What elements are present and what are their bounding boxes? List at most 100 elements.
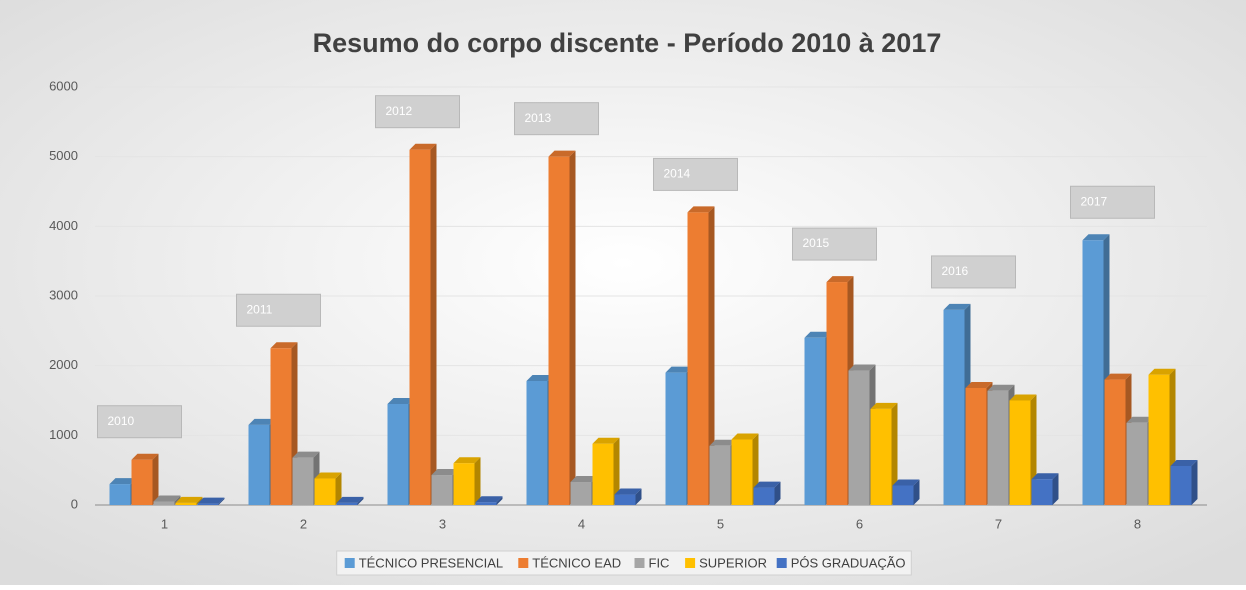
bar-top: [153, 495, 181, 502]
x-tick-label: 5: [717, 516, 724, 531]
bar: [965, 387, 987, 505]
bar-side: [613, 437, 620, 505]
bar-top: [848, 364, 876, 371]
bar-top: [314, 472, 342, 479]
annotation: 2014: [664, 167, 691, 181]
x-tick-label: 6: [856, 516, 863, 531]
bar-top: [1031, 473, 1059, 480]
bar-side: [196, 496, 203, 505]
annotation-box: [514, 102, 599, 136]
bar-top: [570, 476, 598, 483]
legend-swatch: [634, 558, 645, 568]
annotation: 2013: [525, 111, 552, 125]
bar-side: [635, 488, 642, 505]
y-tick-label: 1000: [49, 427, 78, 442]
bar-top: [1104, 373, 1132, 380]
bar: [1104, 379, 1126, 505]
y-tick-label: 4000: [49, 218, 78, 233]
annotation: 2012: [386, 104, 413, 118]
bar: [409, 149, 431, 505]
bar: [387, 403, 409, 505]
bar-top: [1170, 459, 1198, 466]
bar-top: [892, 479, 920, 486]
bar-side: [891, 402, 898, 505]
annotation: 2016: [942, 264, 969, 278]
bar: [1148, 374, 1170, 505]
bar-side: [913, 479, 920, 505]
legend-label: FIC: [649, 555, 670, 570]
legend-label: TÉCNICO EAD: [532, 555, 621, 570]
bar: [592, 443, 614, 505]
bar: [687, 212, 709, 505]
bar-top: [1126, 416, 1154, 423]
bar-top: [453, 457, 481, 464]
bar-top: [1009, 394, 1037, 401]
bar-side: [496, 496, 503, 505]
x-tick-label: 3: [439, 516, 446, 531]
bar-top: [175, 496, 203, 503]
annotation-box: [792, 227, 877, 261]
legend-swatch: [344, 558, 355, 568]
bar-top: [131, 453, 159, 460]
bar: [1082, 240, 1104, 505]
annotation: 2010: [108, 414, 135, 428]
bar-top: [870, 402, 898, 409]
bar-top: [804, 331, 832, 338]
bar-side: [357, 496, 364, 505]
bar-top: [409, 143, 437, 150]
bar: [709, 445, 731, 505]
bar: [570, 482, 592, 505]
annotation-box: [375, 95, 460, 129]
bar: [848, 370, 870, 505]
bar-side: [774, 481, 781, 505]
bar-top: [1148, 368, 1176, 375]
annotation: 2015: [803, 236, 830, 250]
legend-swatch: [685, 558, 696, 568]
annotation-box: [236, 293, 321, 327]
bar: [1009, 400, 1031, 505]
bar: [665, 372, 687, 505]
bar-top: [197, 497, 225, 504]
annotation: 2017: [1081, 194, 1108, 208]
bar-top: [987, 384, 1015, 391]
bar: [153, 501, 175, 505]
bar: [431, 475, 453, 505]
bar: [197, 503, 219, 505]
x-tick-label: 7: [995, 516, 1002, 531]
x-tick-label: 8: [1134, 516, 1141, 531]
bar-top: [387, 397, 415, 404]
bar: [175, 502, 197, 505]
legend-label: TÉCNICO PRESENCIAL: [359, 555, 503, 570]
bar-top: [548, 150, 576, 157]
bar: [1031, 479, 1053, 505]
bar: [314, 478, 336, 505]
bar-top: [526, 374, 554, 381]
bar-top: [709, 439, 737, 446]
bar: [453, 463, 475, 505]
bar: [987, 390, 1009, 505]
bar-top: [431, 469, 459, 476]
bar-top: [1082, 234, 1110, 241]
bar-top: [292, 451, 320, 458]
bar-top: [965, 381, 993, 388]
chart-title: Resumo do corpo discente - Período 2010 …: [313, 28, 942, 58]
bar-side: [152, 453, 159, 505]
bar: [109, 484, 131, 505]
x-tick-label: 1: [161, 516, 168, 531]
y-tick-label: 3000: [49, 287, 78, 302]
x-tick-label: 4: [578, 516, 585, 531]
legend-swatch: [776, 558, 787, 568]
bar: [336, 502, 358, 505]
bar: [475, 502, 497, 505]
bar-side: [474, 457, 481, 505]
bar: [614, 494, 636, 505]
legend-label: SUPERIOR: [699, 555, 767, 570]
bar-side: [1191, 459, 1198, 505]
bar: [292, 457, 314, 505]
legend-swatch: [518, 558, 529, 568]
bar-side: [218, 497, 225, 505]
bar: [548, 156, 570, 505]
annotation: 2011: [247, 302, 273, 316]
bar-side: [335, 472, 342, 505]
